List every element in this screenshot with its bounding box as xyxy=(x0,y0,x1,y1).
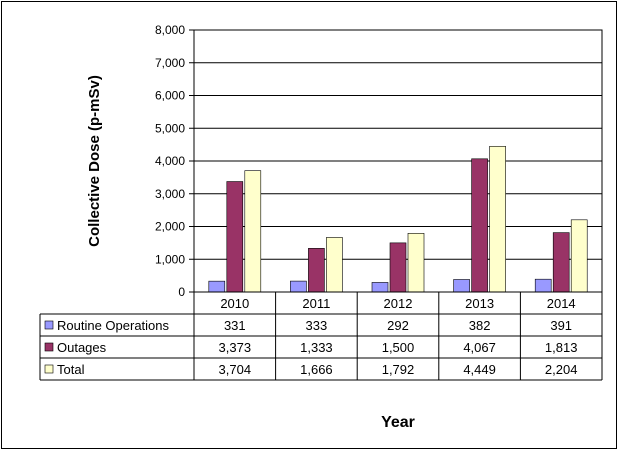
data-label: 3,373 xyxy=(219,340,252,355)
y-axis-label: Collective Dose (p-mSv) xyxy=(86,75,103,247)
data-label: 1,792 xyxy=(382,362,415,377)
legend-key-routine-operations xyxy=(44,320,54,330)
bar-routine-operations-2013 xyxy=(453,279,470,293)
grid-lines xyxy=(194,29,602,260)
bar-routine-operations-2014 xyxy=(534,278,552,293)
y-tick-label: 2,000 xyxy=(155,220,185,234)
bars xyxy=(208,145,588,293)
data-label: 1,333 xyxy=(300,340,333,355)
bar-routine-operations-2011 xyxy=(290,280,307,293)
data-label: 382 xyxy=(469,318,491,333)
data-label: 2,204 xyxy=(545,362,578,377)
data-label: 331 xyxy=(224,318,246,333)
bar-outages-2013 xyxy=(471,158,488,293)
bar-outages-2014 xyxy=(552,232,570,293)
bar-total-2013 xyxy=(489,145,506,293)
y-tick-label: 3,000 xyxy=(155,187,185,201)
y-tick-label: 6,000 xyxy=(155,89,185,103)
y-tick-label: 7,000 xyxy=(155,56,185,70)
x-axis-label: Year xyxy=(381,414,415,431)
bar-outages-2011 xyxy=(308,248,325,293)
data-label: 391 xyxy=(550,318,572,333)
data-label: 4,449 xyxy=(463,362,496,377)
x-tick-label: 2011 xyxy=(302,296,330,311)
bar-total-2010 xyxy=(244,170,262,293)
y-axis-ticks: 0 1,000 2,000 3,000 4,000 5,000 6,000 7,000 8,00… xyxy=(155,23,194,299)
bar-routine-operations-2010 xyxy=(208,280,226,293)
y-tick-label: 4,000 xyxy=(155,154,185,168)
y-tick-label: 8,000 xyxy=(155,23,185,37)
data-label: 1,666 xyxy=(300,362,333,377)
x-tick-label: 2014 xyxy=(547,296,576,311)
data-label: 292 xyxy=(387,318,409,333)
bar-routine-operations-2012 xyxy=(371,282,389,293)
legend-entry: Routine Operations xyxy=(57,318,170,333)
data-label: 333 xyxy=(306,318,328,333)
data-label: 4,067 xyxy=(463,340,496,355)
data-label: 1,813 xyxy=(545,340,578,355)
bar-total-2014 xyxy=(570,219,588,293)
y-tick-label: 1,000 xyxy=(155,252,185,266)
y-tick-label: 5,000 xyxy=(155,121,185,135)
legend-entry: Outages xyxy=(57,340,107,355)
axes xyxy=(193,29,603,293)
legend-entry: Total xyxy=(57,362,85,377)
legend-key-total xyxy=(44,364,54,374)
legend-key-outages xyxy=(44,342,54,352)
bar-total-2012 xyxy=(407,233,425,293)
plot-area-border xyxy=(193,29,603,293)
x-tick-label: 2012 xyxy=(384,296,413,311)
data-table: 2010 2011 2012 2013 2014 Routine Operations 33… xyxy=(39,292,603,381)
data-label: 3,704 xyxy=(219,362,252,377)
bar-total-2011 xyxy=(326,237,343,293)
x-tick-label: 2013 xyxy=(465,296,494,311)
bar-outages-2010 xyxy=(226,181,244,293)
y-tick-label: 0 xyxy=(178,285,185,299)
x-tick-label: 2010 xyxy=(220,296,249,311)
bar-outages-2012 xyxy=(389,242,407,293)
data-label: 1,500 xyxy=(382,340,415,355)
